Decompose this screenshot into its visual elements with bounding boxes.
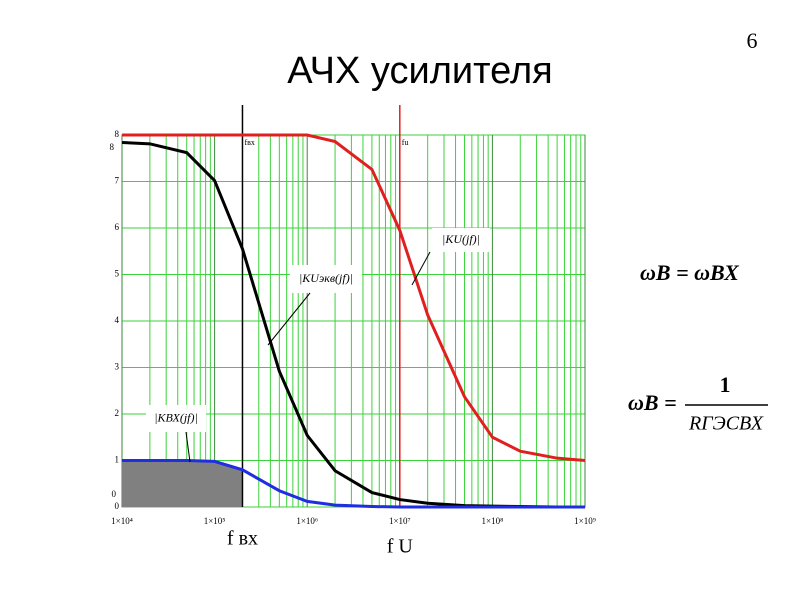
x-tick-label: 1×10⁶ [296,516,318,526]
y-tick-label: 4 [115,315,120,325]
marker-caption: f U [387,536,414,558]
y-tick-label: 6 [115,222,120,232]
formula: ωВ = ωВХ [640,260,740,285]
y-tick-label: 0 [115,501,120,511]
x-tick-label: 1×10⁷ [389,516,411,526]
marker-label: fвх [244,138,254,147]
formula: RГЭCВХ [688,413,764,435]
y-limit-label: 8 [110,142,115,152]
label-box [146,405,206,432]
y-tick-label: 2 [115,408,120,418]
marker-label: fu [402,138,409,147]
y-tick-label: 5 [115,269,120,279]
y-tick-label: 8 [115,129,120,139]
y-limit-label: 0 [112,489,117,499]
page-number: 6 [747,28,758,53]
x-tick-label: 1×10⁵ [204,516,226,526]
formula: 1 [720,372,731,397]
marker-caption: f вх [227,528,258,550]
formula: ωВ = [628,390,677,415]
y-tick-label: 7 [115,176,120,186]
legend-label: |KUэкв(jf)| [299,271,353,285]
x-tick-label: 1×10⁸ [482,516,504,526]
y-tick-label: 1 [115,455,120,465]
legend-label: |KU(jf)| [442,232,480,246]
series-line [122,459,585,509]
series-line [122,133,586,462]
label-box [290,265,362,293]
x-tick-label: 1×10⁴ [111,516,133,526]
plot: 0 1 2 3 4 5 6 7 8 1×10⁴ 1×10⁵ 1×10⁶ 1×10⁷ 1×10⁸ 1×10⁹ 8… [110,105,596,558]
legend-label: |KВХ(jf)| [154,410,198,424]
leader-line [185,431,191,463]
label-box [432,228,490,252]
y-tick-label: 3 [115,362,120,372]
shaded-area [122,460,243,507]
chart-title: АЧХ усилителя [287,50,552,92]
leader-line [411,251,431,286]
x-tick-label: 1×10⁹ [574,516,596,526]
leader-line [267,292,311,346]
